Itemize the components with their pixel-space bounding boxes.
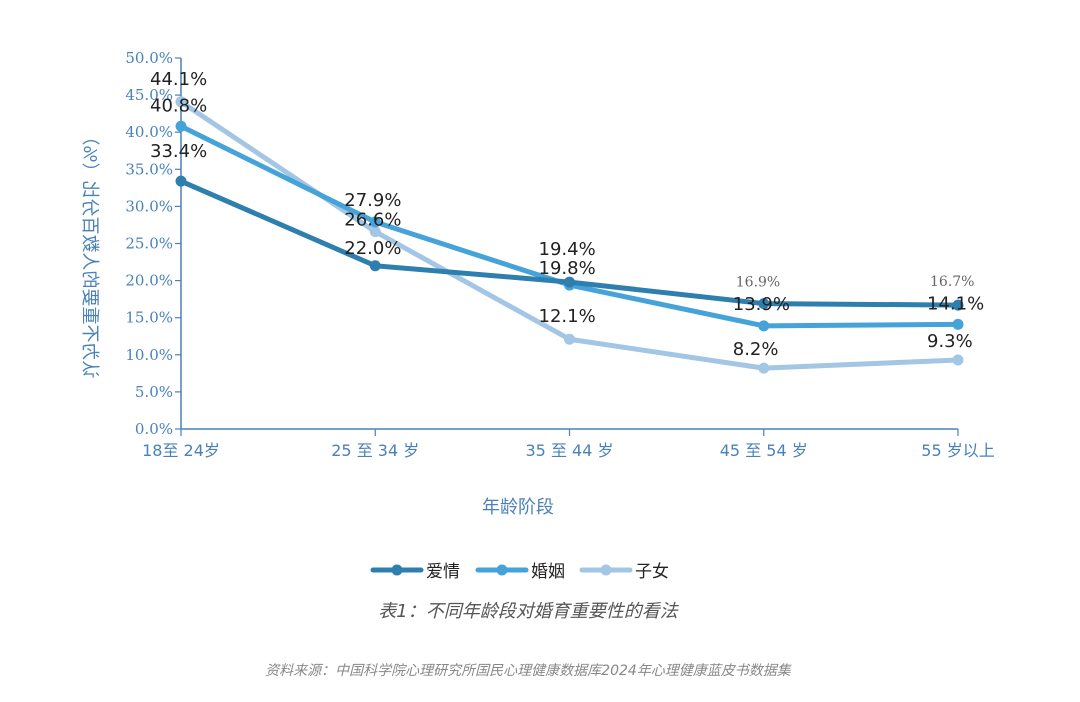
legend-label-3: 子女 (635, 562, 669, 582)
y-tick-label: 50.0% (125, 49, 173, 67)
source-note: 资料来源：中国科学院心理研究所国民心理健康数据库2024年心理健康蓝皮书数据集 (265, 663, 792, 679)
data-label: 14.1% (927, 293, 984, 314)
data-label: 22.0% (344, 238, 401, 259)
data-point (952, 354, 964, 366)
data-label: 8.2% (733, 339, 779, 360)
data-label: 12.1% (539, 306, 596, 327)
y-tick-label: 40.0% (125, 123, 173, 141)
data-point (369, 260, 381, 272)
series-line-2 (178, 123, 961, 329)
x-tick-label: 45 至 54 岁 (720, 441, 808, 460)
data-label: 19.4% (539, 239, 596, 260)
data-label: 44.1% (150, 69, 207, 90)
data-label: 26.6% (344, 210, 401, 231)
chart-caption: 表1：不同年龄段对婚育重要性的看法 (378, 601, 679, 622)
data-point (369, 226, 381, 238)
data-label: 27.9% (344, 190, 401, 211)
data-point (564, 333, 575, 345)
y-tick-label: 10.0% (125, 346, 173, 364)
data-point (564, 276, 575, 288)
data-point (952, 299, 964, 311)
legend-label-2: 婚姻 (531, 562, 565, 582)
legend-marker-3 (600, 564, 612, 576)
y-tick-label: 45.0% (125, 86, 173, 104)
legend-label-1: 爱情 (426, 562, 460, 582)
legend: 爱情 婚姻 子女 (370, 562, 669, 582)
y-tick-label: 0.0% (135, 420, 173, 438)
data-label: 9.3% (927, 331, 973, 352)
x-tick-label: 35 至 44 岁 (526, 441, 614, 460)
data-label: 19.8% (539, 258, 596, 279)
y-tick-label: 15.0% (125, 309, 173, 327)
data-point (758, 320, 770, 332)
data-point (758, 362, 770, 374)
x-tick-label: 25 至 34 岁 (331, 441, 419, 460)
series-line-3 (178, 99, 961, 371)
y-axis-title: 认为不重要的人数百分比（%） (79, 127, 100, 378)
legend-marker-1 (391, 564, 403, 576)
data-point (175, 175, 187, 187)
series-lines (175, 96, 964, 374)
y-tick-label: 25.0% (125, 235, 173, 253)
data-label: 16.9% (736, 275, 780, 291)
data-point (175, 120, 187, 132)
axes: 0.0% 5.0% 10.0% 15.0% 20.0% 25.0% 30.0% 35.0% 40… (125, 49, 994, 460)
x-axis-title: 年龄阶段 (482, 497, 554, 518)
data-label: 33.4% (150, 141, 207, 162)
data-label: 16.7% (930, 274, 974, 290)
data-point (758, 298, 770, 310)
data-point (369, 216, 381, 228)
x-tick-label: 18至 24岁 (142, 441, 220, 460)
y-tick-label: 20.0% (125, 272, 173, 290)
x-tick-label: 55 岁以上 (921, 441, 994, 460)
data-label: 40.8% (150, 95, 207, 116)
data-label: 13.9% (733, 294, 790, 315)
legend-marker-2 (496, 564, 508, 576)
y-tick-label: 35.0% (125, 160, 173, 178)
y-tick-label: 5.0% (135, 383, 173, 401)
data-point (175, 96, 187, 108)
data-labels: 33.4% 22.0% 19.8% 16.9% 16.7% 40.8% 27.9% 19.4%… (150, 69, 984, 360)
y-tick-label: 30.0% (125, 197, 173, 215)
data-point (952, 318, 964, 330)
